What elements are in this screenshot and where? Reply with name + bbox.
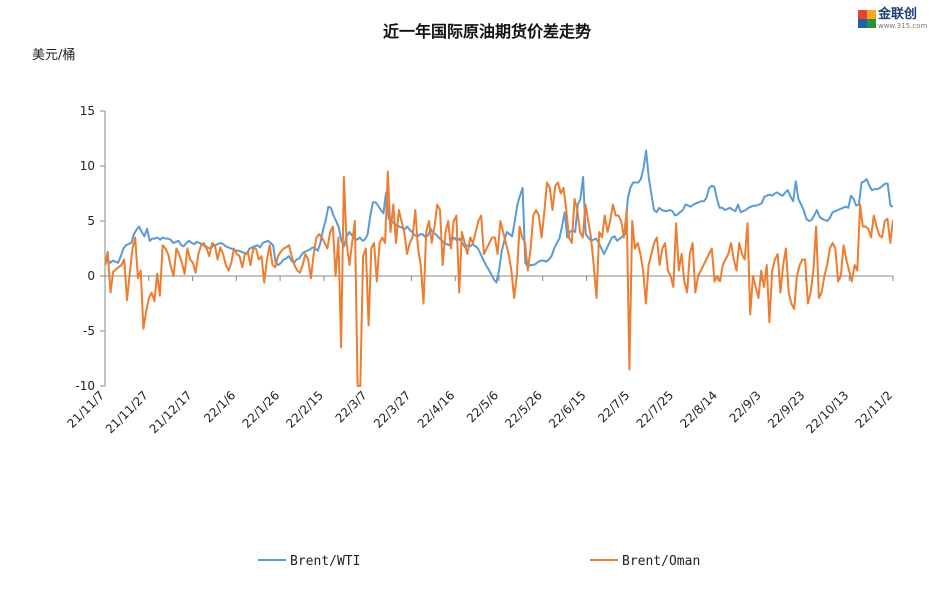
y-tick-label: -10 [75, 379, 95, 393]
y-tick-label: 10 [80, 159, 95, 173]
x-tick-label: 22/3/27 [371, 388, 414, 431]
legend-label: Brent/WTI [290, 554, 360, 569]
x-tick-label: 22/9/23 [765, 388, 808, 431]
chart-title: 近一年国际原油期货价差走势 [383, 22, 591, 41]
x-tick-label: 22/11/2 [853, 388, 896, 431]
brand-logo: 金联创 www.315.com [858, 8, 927, 30]
y-tick-label: -5 [83, 324, 95, 338]
y-tick-label: 5 [87, 214, 95, 228]
x-tick-label: 21/11/27 [103, 388, 151, 436]
legend-label: Brent/Oman [622, 554, 700, 569]
brand-logo-name: 金联创 [878, 7, 918, 22]
y-axis-unit-label: 美元/桶 [32, 48, 75, 63]
brand-logo-icon [858, 10, 876, 28]
x-tick-label: 22/10/13 [803, 388, 851, 436]
x-tick-label: 22/7/5 [595, 388, 632, 425]
x-tick-label: 22/3/7 [333, 388, 370, 425]
x-tick-label: 22/1/6 [201, 388, 238, 425]
y-tick-label: 0 [87, 269, 95, 283]
brand-logo-url: www.315.com [878, 22, 928, 30]
x-tick-label: 22/9/3 [727, 388, 764, 425]
x-tick-label: 22/1/26 [240, 388, 283, 431]
series-line-brent-oman [105, 170, 893, 387]
x-tick-label: 22/7/25 [634, 388, 677, 431]
legend: Brent/WTI Brent/Oman [258, 554, 700, 569]
x-tick-label: 22/6/15 [546, 388, 589, 431]
x-tick-label: 22/8/14 [677, 388, 720, 431]
x-tick-label: 22/5/26 [502, 388, 545, 431]
series-line-brent-wti [105, 149, 893, 284]
x-tick-label: 21/11/7 [65, 388, 108, 431]
x-tick-label: 22/4/16 [415, 388, 458, 431]
x-tick-label: 21/12/17 [147, 388, 195, 436]
x-tick-label: 22/2/15 [283, 388, 326, 431]
x-tick-label: 22/5/6 [464, 388, 501, 425]
y-tick-label: 15 [80, 104, 95, 118]
